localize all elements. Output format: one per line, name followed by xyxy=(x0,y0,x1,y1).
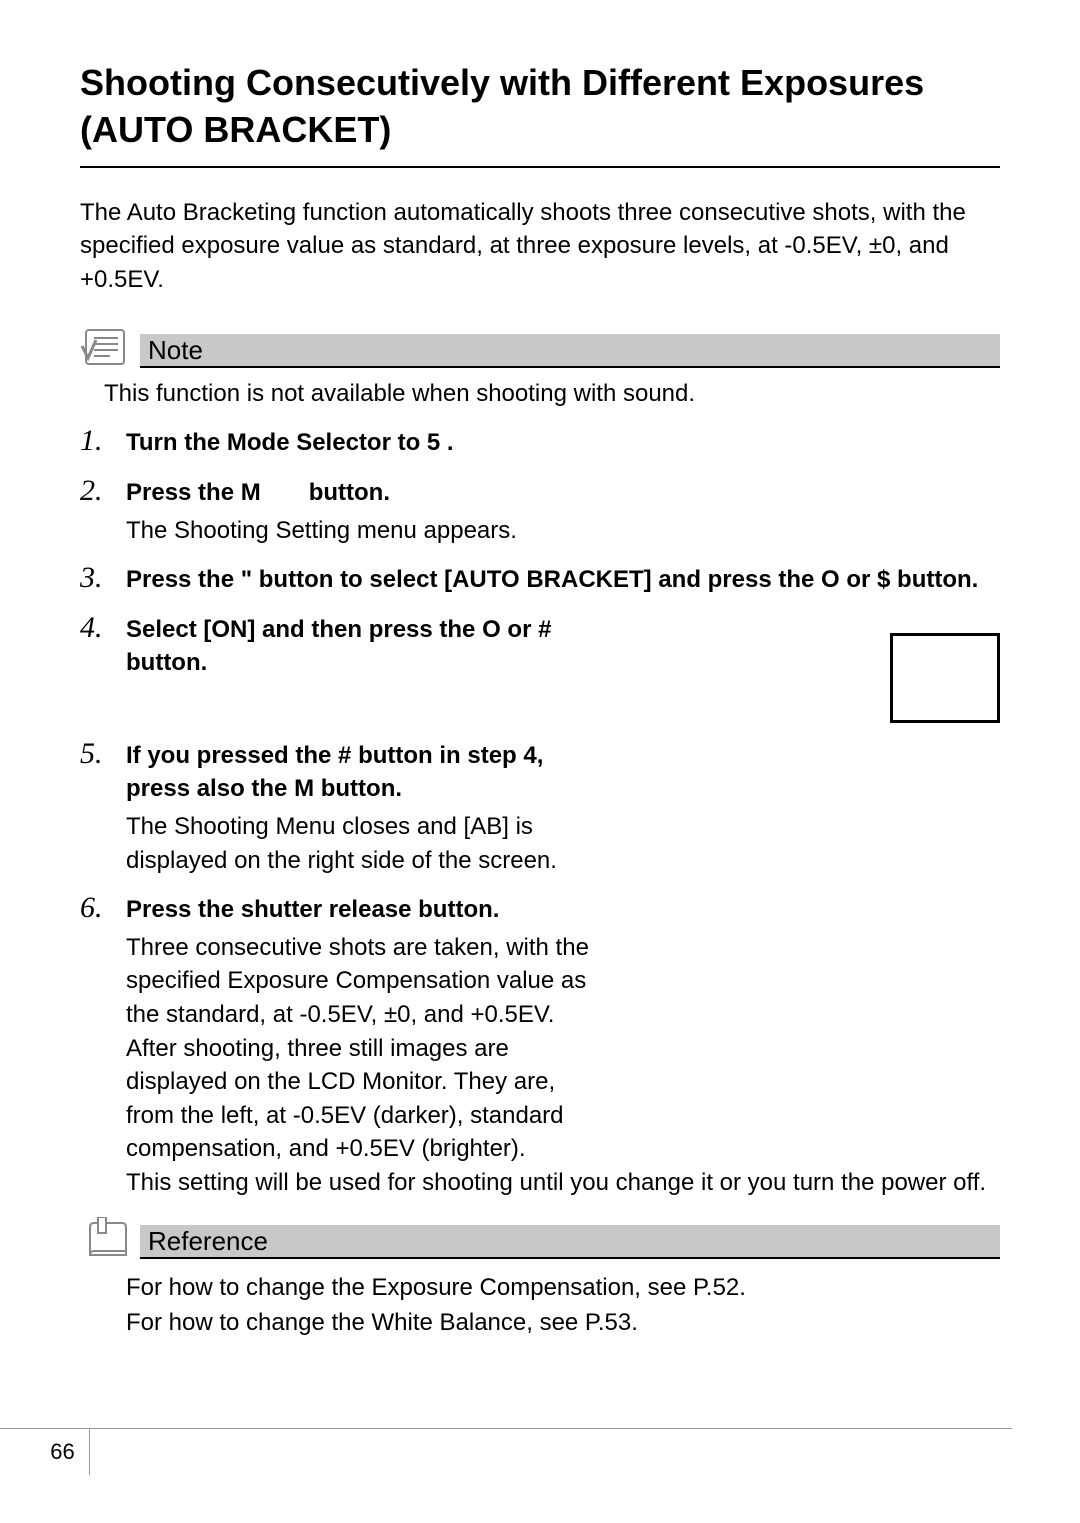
note-label: Note xyxy=(140,334,1000,368)
reference-label: Reference xyxy=(140,1225,1000,1259)
steps-list: Turn the Mode Selector to 5 . Press the … xyxy=(80,426,1000,1199)
title-underline xyxy=(80,166,1000,168)
step-1: Turn the Mode Selector to 5 . xyxy=(80,426,1000,460)
step-4: Select [ON] and then press the O or # bu… xyxy=(80,613,1000,723)
note-icon xyxy=(80,326,134,368)
step-6: Press the shutter release button. Three … xyxy=(80,893,1000,1199)
step-head: Press the M button. xyxy=(126,476,1000,510)
page-footer: 66 xyxy=(0,1428,1012,1475)
step-head: If you pressed the # button in step 4, p… xyxy=(126,739,596,806)
reference-line: For how to change the White Balance, see… xyxy=(126,1306,1000,1341)
step-body: The Shooting Menu closes and [AB] is dis… xyxy=(126,810,596,877)
note-header: Note xyxy=(80,326,1000,368)
screen-placeholder-icon xyxy=(890,633,1000,723)
note-text: This function is not available when shoo… xyxy=(104,380,1000,408)
step-head: Press the shutter release button. xyxy=(126,893,1000,927)
step-2: Press the M button. The Shooting Setting… xyxy=(80,476,1000,547)
step-body: Three consecutive shots are taken, with … xyxy=(126,931,1000,1200)
reference-icon xyxy=(80,1217,134,1259)
reference-header: Reference xyxy=(80,1217,1000,1259)
step-head: Turn the Mode Selector to 5 . xyxy=(126,426,1000,460)
page-number: 66 xyxy=(36,1429,90,1475)
step-head: Press the " button to select [AUTO BRACK… xyxy=(126,563,1000,597)
intro-text: The Auto Bracketing function automatical… xyxy=(80,196,1000,297)
step-head: Select [ON] and then press the O or # bu… xyxy=(126,613,596,680)
page-title: Shooting Consecutively with Different Ex… xyxy=(80,60,1000,154)
step-body: The Shooting Setting menu appears. xyxy=(126,514,1000,548)
reference-line: For how to change the Exposure Compensat… xyxy=(126,1271,1000,1306)
reference-text: For how to change the Exposure Compensat… xyxy=(126,1271,1000,1341)
step-3: Press the " button to select [AUTO BRACK… xyxy=(80,563,1000,597)
step-5: If you pressed the # button in step 4, p… xyxy=(80,739,1000,877)
